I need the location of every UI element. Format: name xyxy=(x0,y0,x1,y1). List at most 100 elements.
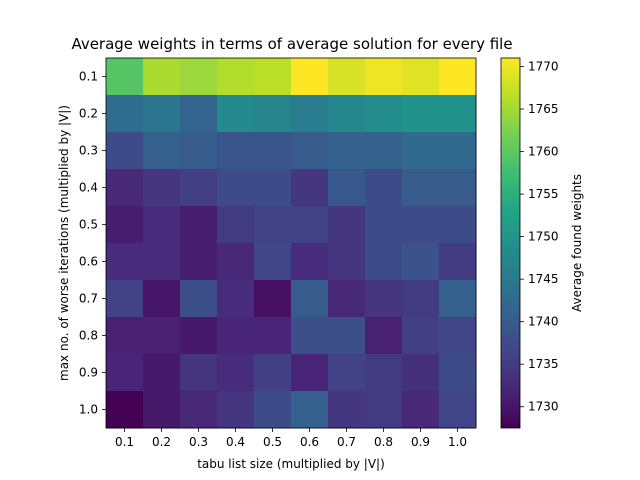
heatmap-cell xyxy=(328,317,366,355)
y-tick-label: 0.5 xyxy=(79,218,98,232)
colorbar-tick-label: 1765 xyxy=(528,102,559,116)
heatmap-cell xyxy=(402,132,440,170)
heatmap-cell xyxy=(439,58,477,96)
x-tick-label: 1.0 xyxy=(448,435,467,449)
heatmap-cell xyxy=(254,58,292,96)
colorbar-label: Average found weights xyxy=(570,174,584,312)
heatmap-cell xyxy=(439,280,477,318)
heatmap-cell xyxy=(402,95,440,133)
x-tick-label: 0.9 xyxy=(411,435,430,449)
heatmap-cells xyxy=(106,58,477,429)
heatmap-cell xyxy=(402,169,440,207)
y-axis-label: max no. of worse iterations (multiplied … xyxy=(57,105,71,381)
heatmap-cell xyxy=(291,354,329,392)
y-tick-label: 0.3 xyxy=(79,144,98,158)
y-tick-label: 0.7 xyxy=(79,292,98,306)
heatmap-cell xyxy=(254,169,292,207)
y-axis: 0.1 0.2 0.3 0.4 0.5 0.6 0.7 0.8 0.9 1.0 xyxy=(79,70,106,417)
heatmap-cell xyxy=(365,206,403,244)
colorbar-tick-label: 1760 xyxy=(528,145,559,159)
heatmap-cell xyxy=(365,317,403,355)
heatmap-cell xyxy=(180,132,218,170)
heatmap-cell xyxy=(291,391,329,429)
heatmap-cell xyxy=(106,391,144,429)
heatmap-cell xyxy=(180,280,218,318)
heatmap-cell xyxy=(180,391,218,429)
heatmap-cell xyxy=(106,58,144,96)
heatmap-cell xyxy=(328,169,366,207)
heatmap-cell xyxy=(106,354,144,392)
heatmap-cell xyxy=(106,95,144,133)
heatmap-cell xyxy=(217,280,255,318)
heatmap-cell xyxy=(365,280,403,318)
heatmap-cell xyxy=(291,243,329,281)
heatmap-cell xyxy=(217,132,255,170)
heatmap-cell xyxy=(143,132,181,170)
heatmap-cell xyxy=(143,169,181,207)
heatmap-cell xyxy=(106,132,144,170)
colorbar-tick-label: 1755 xyxy=(528,187,559,201)
heatmap-cell xyxy=(254,317,292,355)
heatmap-cell xyxy=(217,317,255,355)
heatmap-cell xyxy=(439,132,477,170)
heatmap-cell xyxy=(439,354,477,392)
heatmap-cell xyxy=(217,243,255,281)
heatmap-cell xyxy=(217,206,255,244)
heatmap-cell xyxy=(143,243,181,281)
heatmap-cell xyxy=(254,95,292,133)
heatmap-cell xyxy=(217,58,255,96)
colorbar-tick-label: 1735 xyxy=(528,357,559,371)
plot-frame xyxy=(105,57,477,429)
heatmap-cell xyxy=(143,58,181,96)
heatmap-cell xyxy=(180,95,218,133)
heatmap-cell xyxy=(143,206,181,244)
heatmap-cell xyxy=(106,206,144,244)
heatmap-cell xyxy=(180,243,218,281)
heatmap-cell xyxy=(291,95,329,133)
heatmap-cell xyxy=(328,95,366,133)
x-tick-label: 0.6 xyxy=(300,435,319,449)
heatmap-cell xyxy=(254,206,292,244)
x-tick-label: 0.7 xyxy=(337,435,356,449)
heatmap-cell xyxy=(143,95,181,133)
heatmap-cell xyxy=(439,206,477,244)
heatmap-cell xyxy=(328,280,366,318)
heatmap-cell xyxy=(143,354,181,392)
y-tick-label: 0.8 xyxy=(79,329,98,343)
heatmap-cell xyxy=(106,169,144,207)
y-tick-label: 0.9 xyxy=(79,366,98,380)
heatmap-cell xyxy=(402,206,440,244)
x-tick-label: 0.5 xyxy=(263,435,282,449)
heatmap-cell xyxy=(291,206,329,244)
heatmap-cell xyxy=(106,317,144,355)
heatmap-cell xyxy=(439,317,477,355)
heatmap-cell xyxy=(365,354,403,392)
heatmap-cell xyxy=(180,317,218,355)
x-tick-label: 0.2 xyxy=(152,435,171,449)
heatmap-cell xyxy=(291,317,329,355)
heatmap-cell xyxy=(365,243,403,281)
heatmap-cell xyxy=(365,169,403,207)
heatmap-cell xyxy=(217,391,255,429)
x-tick-label: 0.4 xyxy=(226,435,245,449)
heatmap-cell xyxy=(291,280,329,318)
heatmap-cell xyxy=(402,58,440,96)
heatmap-cell xyxy=(439,95,477,133)
heatmap-cell xyxy=(143,317,181,355)
y-tick-label: 0.2 xyxy=(79,107,98,121)
colorbar: 1730 1735 1740 1745 1750 1755 1760 1765 1770 Ave… xyxy=(500,57,584,429)
heatmap-cell xyxy=(180,354,218,392)
heatmap-cell xyxy=(180,169,218,207)
heatmap-cell xyxy=(365,58,403,96)
heatmap-cell xyxy=(328,132,366,170)
colorbar-tick-label: 1750 xyxy=(528,230,559,244)
heatmap-cell xyxy=(365,95,403,133)
heatmap-cell xyxy=(254,354,292,392)
heatmap-cell xyxy=(254,391,292,429)
heatmap-cell xyxy=(328,354,366,392)
heatmap-cell xyxy=(180,58,218,96)
colorbar-ticks: 1730 1735 1740 1745 1750 1755 1760 1765 1770 xyxy=(520,60,559,414)
x-tick-label: 0.8 xyxy=(374,435,393,449)
